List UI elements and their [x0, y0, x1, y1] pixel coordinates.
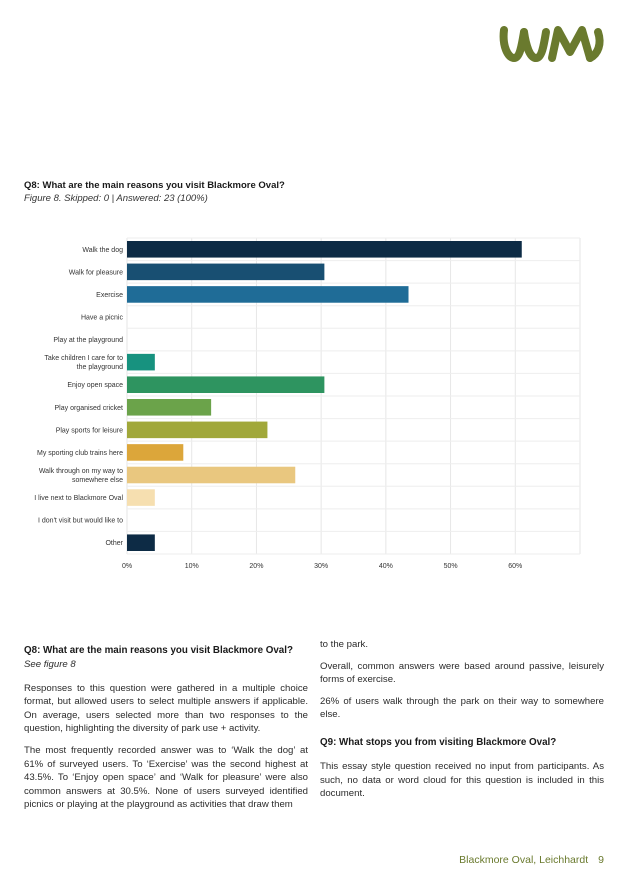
category-label: Walk through on my way to somewhere else — [39, 468, 123, 484]
bar — [127, 353, 155, 371]
page-footer: Blackmore Oval, Leichhardt 9 — [459, 854, 604, 866]
brand-logo — [499, 26, 604, 62]
figure-title: Q8: What are the main reasons you visit … — [24, 180, 285, 191]
category-label: Play at the playground — [53, 337, 123, 344]
category-label: My sporting club trains here — [37, 450, 123, 457]
bar — [127, 376, 325, 393]
x-tick-label: 10% — [185, 563, 199, 570]
body-right-column: to the park. Overall, common answers wer… — [320, 638, 604, 809]
category-label: Play sports for leisure — [56, 427, 123, 434]
bar — [127, 399, 212, 416]
body-left-column: Q8: What are the main reasons you visit … — [24, 644, 308, 820]
category-label: Play organised cricket — [55, 405, 124, 412]
page-number: 9 — [598, 854, 604, 866]
category-label: Exercise — [96, 292, 123, 299]
x-tick-label: 30% — [314, 563, 328, 570]
category-label: Have a picnic — [81, 315, 124, 322]
figure-subtitle: Figure 8. Skipped: 0 | Answered: 23 (100… — [24, 193, 208, 204]
x-tick-label: 50% — [444, 563, 458, 570]
bar — [127, 241, 522, 258]
category-label: Walk the dog — [82, 247, 123, 254]
bar — [127, 466, 296, 484]
q8-heading: Q8: What are the main reasons you visit … — [24, 645, 293, 656]
paragraph-3: to the park. — [320, 639, 368, 650]
paragraph-1: Responses to this question were gathered… — [24, 682, 308, 735]
paragraph-4: Overall, common answers were based aroun… — [320, 660, 604, 686]
x-tick-label: 20% — [249, 563, 263, 570]
bar — [127, 444, 184, 461]
x-tick-label: 60% — [508, 563, 522, 570]
category-label: Other — [105, 540, 123, 547]
x-tick-label: 0% — [122, 563, 132, 570]
see-figure-note: See figure 8 — [24, 658, 76, 670]
footer-title: Blackmore Oval, Leichhardt — [459, 854, 589, 866]
bar — [127, 286, 409, 303]
bar — [127, 534, 155, 551]
bar — [127, 263, 325, 281]
x-tick-label: 40% — [379, 563, 393, 570]
category-label: I live next to Blackmore Oval — [34, 495, 123, 502]
category-label: Enjoy open space — [67, 382, 123, 389]
paragraph-2: The most frequently recorded answer was … — [24, 744, 308, 811]
bar — [127, 489, 155, 506]
reasons-bar-chart: Walk the dog Walk for pleasure Exercise Hav… — [34, 237, 581, 570]
category-label: Walk for pleasure — [69, 269, 123, 276]
bar — [127, 421, 268, 439]
q9-heading: Q9: What stops you from visiting Blackmo… — [320, 737, 557, 749]
paragraph-5: 26% of users walk through the park on th… — [320, 695, 604, 721]
category-label: I don't visit but would like to — [38, 518, 123, 525]
category-label: Take children I care for to the playgroun… — [44, 355, 123, 371]
paragraph-6: This essay style question received no in… — [320, 760, 604, 800]
